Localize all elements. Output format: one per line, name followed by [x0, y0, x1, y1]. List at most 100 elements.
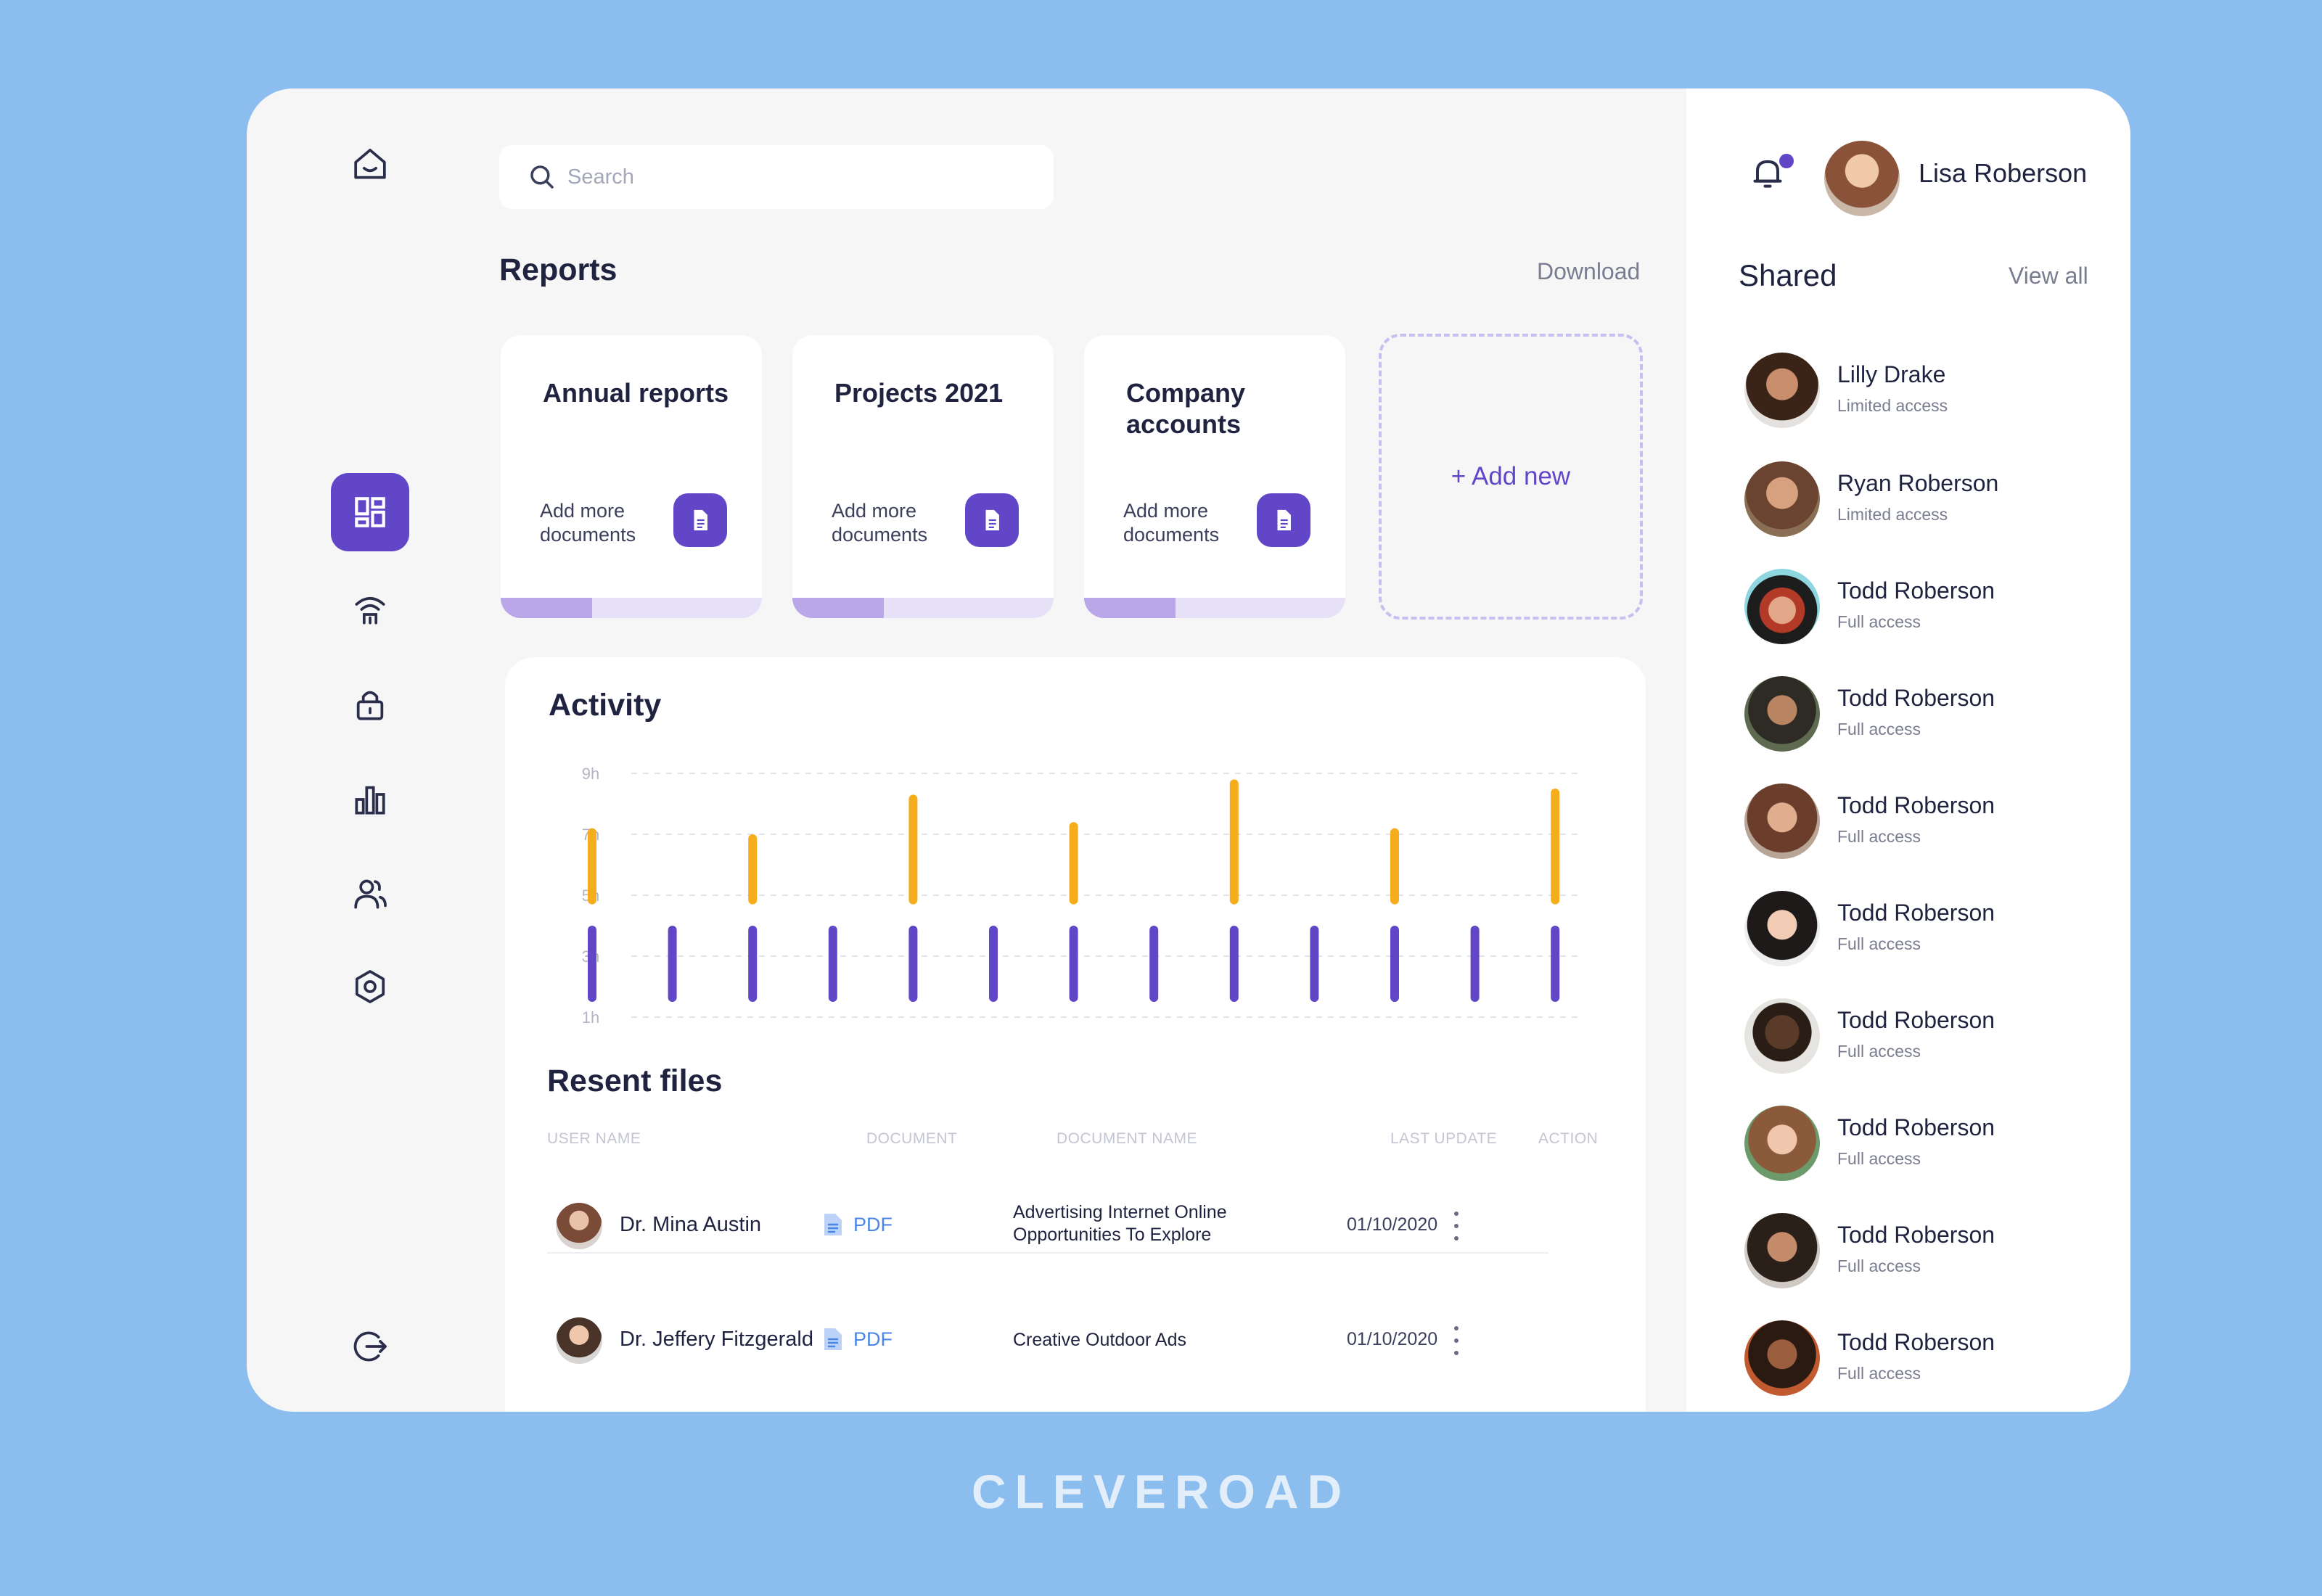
activity-bar — [989, 926, 998, 1002]
card-progress-fill — [792, 598, 884, 618]
card-subtitle: Add more documents — [832, 500, 928, 546]
column-header-last-update: LAST UPDATE — [1390, 1130, 1498, 1147]
user-name: Dr. Jeffery Fitzgerald — [620, 1328, 814, 1351]
shared-user[interactable]: Todd Roberson Full access — [1744, 569, 2107, 644]
avatar — [1744, 461, 1820, 537]
document-icon — [1277, 509, 1291, 531]
add-document-button[interactable] — [965, 493, 1019, 547]
bell-icon[interactable] — [1747, 152, 1788, 193]
avatar — [556, 1317, 602, 1364]
activity-bar — [1390, 926, 1399, 1002]
activity-title: Activity — [549, 688, 662, 723]
activity-bar — [908, 794, 918, 905]
card-progress-fill — [501, 598, 592, 618]
dashboard-icon[interactable] — [331, 473, 409, 551]
shared-user-access: Full access — [1837, 720, 1921, 739]
shared-user[interactable]: Todd Roberson Full access — [1744, 998, 2107, 1074]
shared-user-access: Limited access — [1837, 505, 1948, 524]
settings-icon[interactable] — [331, 947, 409, 1026]
shared-user-name: Todd Roberson — [1837, 577, 1995, 604]
search-icon — [530, 165, 554, 189]
document-name: Creative Outdoor Ads — [1013, 1330, 1187, 1350]
column-header-document: DOCUMENT — [866, 1130, 958, 1147]
activity-bar — [588, 926, 596, 1002]
shared-user[interactable]: Todd Roberson Full access — [1744, 1106, 2107, 1181]
column-header-action: ACTION — [1538, 1130, 1599, 1147]
wifi-home-icon[interactable] — [331, 570, 409, 649]
activity-chart: 9h7h5h3h1h01.1202.1203.1204.1205.1206.12… — [572, 765, 1582, 1050]
table-row[interactable]: Dr. Mina Austin PDF Advertising Internet… — [547, 1171, 1846, 1286]
column-header-document-name: DOCUMENT NAME — [1057, 1130, 1197, 1147]
shared-user[interactable]: Todd Roberson Full access — [1744, 783, 2107, 859]
shared-user-name: Todd Roberson — [1837, 1329, 1995, 1355]
card-progress-fill — [1084, 598, 1176, 618]
download-link[interactable]: Download — [1537, 258, 1641, 284]
avatar — [1744, 676, 1820, 752]
activity-bar — [588, 828, 596, 905]
shared-user[interactable]: Todd Roberson Full access — [1744, 676, 2107, 752]
shared-user[interactable]: Lilly Drake Limited access — [1744, 353, 2107, 428]
more-options-icon[interactable] — [1445, 1326, 1467, 1355]
lock-icon[interactable] — [331, 666, 409, 744]
recent-files-title: Resent files — [547, 1064, 723, 1098]
activity-bar — [1229, 779, 1239, 905]
avatar — [1744, 1213, 1820, 1288]
add-new-card[interactable]: + Add new — [1379, 334, 1643, 620]
home-icon[interactable] — [331, 125, 409, 203]
profile-avatar[interactable] — [1824, 141, 1900, 216]
column-header-user: USER NAME — [547, 1130, 641, 1147]
avatar — [1744, 783, 1820, 859]
activity-bar — [1470, 926, 1480, 1002]
shared-user[interactable]: Todd Roberson Full access — [1744, 891, 2107, 966]
document-type[interactable]: PDF — [823, 1213, 893, 1236]
reports-title: Reports — [499, 252, 618, 287]
card-progress-bar — [1084, 598, 1345, 618]
view-all-link[interactable]: View all — [2009, 263, 2088, 289]
shared-user[interactable]: Ryan Roberson Limited access — [1744, 461, 2107, 537]
shared-user-name: Todd Roberson — [1837, 792, 1995, 818]
brand-logo: CLEVEROAD — [971, 1465, 1351, 1518]
bar-chart-icon[interactable] — [331, 760, 409, 839]
last-update: 01/10/2020 — [1347, 1214, 1438, 1235]
activity-bar — [1551, 926, 1560, 1002]
shared-user[interactable]: Todd Roberson Full access — [1744, 1213, 2107, 1288]
activity-bar — [1310, 926, 1319, 1002]
users-icon[interactable] — [331, 855, 409, 933]
shared-title: Shared — [1739, 258, 1837, 292]
shared-user-access: Full access — [1837, 1256, 1921, 1275]
dashboard-window: Reports Download Annual reports Add more… — [247, 89, 2130, 1412]
table-row[interactable]: Dr. Jeffery Fitzgerald PDF Creative Outd… — [547, 1286, 1846, 1400]
report-card-projects[interactable]: Projects 2021 Add more documents — [792, 335, 1054, 618]
report-card-annual[interactable]: Annual reports Add more documents — [501, 335, 762, 618]
user-name: Dr. Mina Austin — [620, 1213, 762, 1236]
more-options-icon[interactable] — [1445, 1212, 1467, 1241]
notification-dot — [1779, 154, 1794, 168]
report-card-company[interactable]: Company accounts Add more documents — [1084, 335, 1345, 618]
card-progress-bar — [792, 598, 1054, 618]
shared-user-name: Todd Roberson — [1837, 1114, 1995, 1140]
file-icon — [824, 1214, 842, 1235]
activity-bar — [828, 926, 837, 1002]
card-title: Annual reports — [543, 378, 729, 408]
last-update: 01/10/2020 — [1347, 1329, 1438, 1349]
activity-bar — [1390, 828, 1399, 905]
document-icon — [694, 509, 707, 531]
search-input[interactable] — [567, 165, 1003, 189]
y-tick-label: 1h — [582, 1008, 599, 1027]
avatar — [1744, 998, 1820, 1074]
document-type[interactable]: PDF — [823, 1328, 893, 1351]
add-document-button[interactable] — [1257, 493, 1310, 547]
shared-user[interactable]: Todd Roberson Full access — [1744, 1320, 2107, 1396]
document-type-label: PDF — [853, 1328, 893, 1350]
search-bar[interactable] — [499, 145, 1054, 209]
document-name: Advertising Internet Online Opportunitie… — [1013, 1202, 1227, 1245]
shared-user-name: Todd Roberson — [1837, 1007, 1995, 1033]
avatar — [556, 1203, 602, 1249]
profile-name[interactable]: Lisa Roberson — [1919, 158, 2088, 188]
add-document-button[interactable] — [673, 493, 727, 547]
logout-icon[interactable] — [331, 1307, 409, 1386]
right-sidebar: Lisa Roberson Shared View all Lilly Drak… — [1686, 89, 2130, 1412]
recent-files-panel — [505, 1027, 1646, 1412]
row-divider — [547, 1252, 1548, 1254]
card-title: Company accounts — [1126, 378, 1246, 439]
